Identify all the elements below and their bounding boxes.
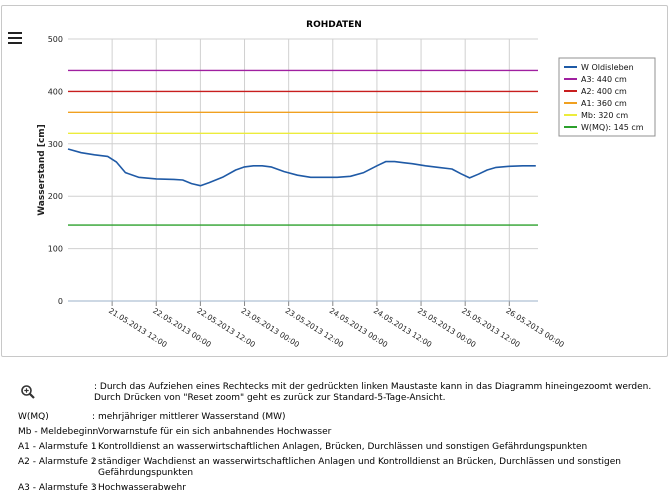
y-tick-label: 500	[48, 35, 63, 44]
y-tick-label: 200	[48, 192, 63, 201]
y-tick-label: 400	[48, 87, 63, 96]
legend-label: A3: 440 cm	[581, 75, 627, 84]
legend-label: W Oldisleben	[581, 63, 634, 72]
legend-label: A2: 400 cm	[581, 87, 627, 96]
note-separator: :	[92, 412, 96, 422]
y-tick-label: 0	[58, 297, 63, 306]
note-text: Vorwarnstufe für ein sich anbahnendes Ho…	[98, 427, 332, 437]
zoom-note: : Durch das Aufziehen eines Rechtecks mi…	[18, 382, 658, 406]
note-text: Hochwasserabwehr	[98, 483, 186, 493]
zoom-in-icon	[21, 385, 35, 399]
note-text: Kontrolldienst an wasserwirtschaftlichen…	[98, 442, 588, 452]
note-key: A3 - Alarmstufe 3	[18, 483, 97, 493]
chart-menu-icon[interactable]	[8, 32, 22, 45]
chart-title: ROHDATEN	[306, 20, 362, 30]
y-axis-label: Wasserstand [cm]	[37, 124, 47, 216]
series-line	[67, 148, 536, 187]
legend-label: A1: 360 cm	[581, 99, 627, 108]
note-key: W(MQ)	[18, 412, 49, 422]
zoom-note-text: : Durch das Aufziehen eines Rechtecks mi…	[94, 382, 652, 403]
note-key: A2 - Alarmstufe 2	[18, 457, 97, 467]
legend-label: Mb: 320 cm	[581, 111, 628, 120]
y-tick-label: 300	[48, 140, 63, 149]
note-separator: :	[92, 483, 96, 493]
y-tick-label: 100	[48, 245, 63, 254]
legend-box	[558, 57, 656, 137]
note-text: ständiger Wachdienst an wasserwirtschaft…	[98, 457, 622, 478]
chart-container: ROHDATEN 0 100 200 300 400 500 21.05.2013 12:0…	[1, 5, 668, 357]
note-key: Mb - Meldebeginn	[18, 427, 99, 437]
note-separator: :	[92, 457, 96, 467]
note-key: A1 - Alarmstufe 1	[18, 442, 97, 452]
note-separator: :	[92, 442, 96, 452]
note-separator: :	[92, 427, 96, 437]
legend-label: W(MQ): 145 cm	[581, 123, 644, 132]
note-text: mehrjähriger mittlerer Wasserstand (MW)	[98, 412, 286, 422]
